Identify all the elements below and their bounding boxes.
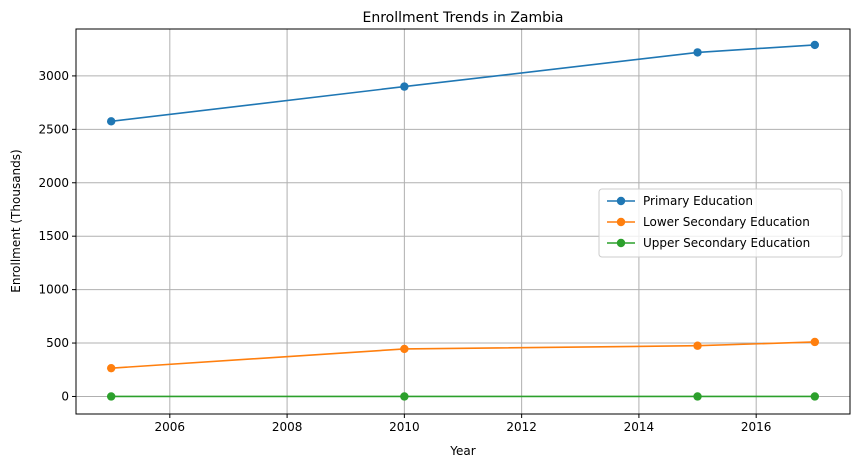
legend-marker xyxy=(616,217,626,227)
data-point xyxy=(810,40,820,50)
x-axis-label: Year xyxy=(449,444,475,458)
x-tick-label: 2008 xyxy=(272,420,303,434)
legend: Primary Education Lower Secondary Educati… xyxy=(598,188,843,258)
x-tick-label: 2006 xyxy=(155,420,186,434)
legend-marker xyxy=(616,238,626,248)
data-point xyxy=(693,48,702,57)
y-tick-label: 1000 xyxy=(38,283,69,297)
data-point xyxy=(106,392,116,401)
y-tick-label: 2000 xyxy=(38,176,69,190)
x-tick-label: 2014 xyxy=(624,420,655,434)
data-point xyxy=(810,392,820,401)
series-lines xyxy=(111,44,815,398)
y-tick-label: 1500 xyxy=(38,229,69,243)
y-tick-label: 500 xyxy=(46,336,69,350)
legend-label: Primary Education xyxy=(643,194,753,208)
y-tick-label: 2500 xyxy=(38,122,69,136)
legend-label: Upper Secondary Education xyxy=(643,236,810,250)
y-tick-label: 3000 xyxy=(38,69,69,83)
y-axis-label: Enrollment (Thousands) xyxy=(9,149,23,292)
legend-box xyxy=(598,188,843,258)
chart-title: Enrollment Trends in Zambia xyxy=(362,10,563,26)
series-line-0 xyxy=(111,44,815,123)
data-point xyxy=(693,341,702,350)
y-tick-label: 0 xyxy=(61,389,69,403)
data-point xyxy=(693,392,702,401)
data-point xyxy=(106,363,116,373)
series-points xyxy=(106,40,820,401)
data-point xyxy=(106,117,116,126)
legend-marker xyxy=(616,196,626,206)
data-point xyxy=(400,344,409,354)
data-point xyxy=(400,392,409,401)
plot-frame xyxy=(75,28,851,415)
data-point xyxy=(400,82,409,91)
y-axis-ticks: 0 500 1000 1500 2000 2500 3000 xyxy=(38,69,76,403)
x-axis-ticks: 2006 2008 2010 2012 2014 2016 xyxy=(155,414,772,434)
legend-label: Lower Secondary Education xyxy=(643,215,810,229)
x-tick-label: 2010 xyxy=(389,420,420,434)
data-point xyxy=(810,337,820,347)
x-tick-label: 2012 xyxy=(506,420,537,434)
x-tick-label: 2016 xyxy=(741,420,772,434)
series-line-1 xyxy=(111,341,815,369)
